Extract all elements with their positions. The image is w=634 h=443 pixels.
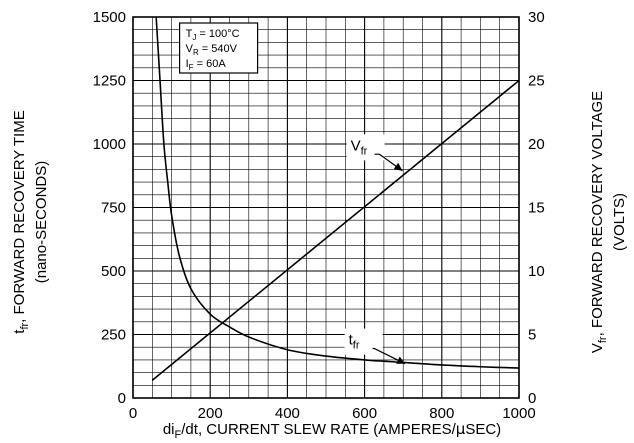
y-left-axis-title-line2: (nano-SECONDS) bbox=[33, 161, 50, 284]
legend-entry-value: = 100°C bbox=[196, 28, 239, 40]
curve-label-tfr: tfr bbox=[349, 332, 360, 352]
y-right-tick-label: 15 bbox=[528, 200, 545, 217]
legend-entry-value: = 60A bbox=[194, 58, 227, 70]
y-left-tick-label: 1000 bbox=[93, 136, 126, 153]
y-right-tick-label: 10 bbox=[528, 263, 545, 280]
y-right-tick-label: 0 bbox=[528, 390, 536, 407]
x-tick-label: 600 bbox=[352, 405, 377, 422]
curve-label-main: t bbox=[349, 332, 354, 349]
y-right-tick-labels: 0 5 10 15 20 25 30 bbox=[528, 9, 545, 407]
y-right-tick-label: 25 bbox=[528, 73, 545, 90]
legend-entry-value: = 540V bbox=[199, 43, 238, 55]
x-tick-label: 200 bbox=[198, 405, 223, 422]
curve-label-bg bbox=[344, 328, 383, 355]
y-right-axis-title-line1: Vfr, FORWARD RECOVERY VOLTAGE bbox=[589, 91, 609, 353]
curve-label-sub: fr bbox=[361, 145, 368, 157]
x-tick-labels: 0 200 400 600 800 1000 bbox=[129, 405, 536, 422]
curve-leader-arrowhead bbox=[396, 356, 406, 364]
series-layer bbox=[151, 16, 520, 381]
legend-entry-main: T bbox=[186, 28, 193, 40]
legend-entry-main: V bbox=[186, 43, 194, 55]
legend-entry-sub: J bbox=[192, 33, 196, 42]
x-tick-label: 400 bbox=[275, 405, 300, 422]
y-right-title-part: V bbox=[589, 343, 606, 353]
legend-entry: VR = 540V bbox=[186, 43, 238, 57]
curve-label-bg bbox=[346, 134, 385, 161]
y-right-tick-label: 20 bbox=[528, 136, 545, 153]
x-axis-title-sub: F bbox=[175, 429, 182, 441]
x-tick-label: 1000 bbox=[502, 405, 535, 422]
x-axis-title: diF/dt, CURRENT SLEW RATE (AMPERES/μSEC) bbox=[163, 420, 501, 441]
y-left-tick-label: 1500 bbox=[93, 9, 126, 26]
curve-label-sub: fr bbox=[353, 340, 360, 352]
y-right-title-sub: fr bbox=[597, 336, 609, 343]
legend-entry-sub: R bbox=[193, 48, 199, 57]
curve-leader-line bbox=[372, 347, 406, 365]
y-right-title-part: , FORWARD RECOVERY VOLTAGE bbox=[589, 91, 606, 337]
legend-entry-sub: F bbox=[189, 63, 194, 72]
x-axis-title-mu: μ bbox=[456, 420, 466, 438]
y-left-title-part: t bbox=[11, 329, 28, 334]
x-axis-title-part: /dt, CURRENT SLEW RATE (AMPERES/ bbox=[181, 421, 456, 438]
series-line-tfr bbox=[155, 16, 520, 369]
curve-leader-line bbox=[374, 153, 403, 172]
y-left-tick-label: 1250 bbox=[93, 73, 126, 90]
legend-entry: IF = 60A bbox=[186, 58, 227, 72]
y-left-title-sub: fr bbox=[19, 322, 31, 329]
y-left-tick-label: 250 bbox=[101, 327, 126, 344]
series-line-vfr bbox=[151, 79, 520, 381]
plot-frame bbox=[132, 16, 520, 399]
curve-label-main: V bbox=[351, 137, 361, 154]
x-axis-title-part: di bbox=[163, 421, 175, 438]
y-left-tick-label: 500 bbox=[101, 263, 126, 280]
y-right-tick-label: 5 bbox=[528, 327, 536, 344]
y-right-tick-label: 30 bbox=[528, 9, 545, 26]
legend-entry-main: I bbox=[186, 58, 189, 70]
y-left-title-part: , FORWARD RECOVERY TIME bbox=[11, 110, 28, 323]
x-tick-label: 800 bbox=[429, 405, 454, 422]
curve-label-vfr: Vfr bbox=[351, 137, 368, 157]
curve-leader-arrowhead bbox=[393, 162, 403, 171]
x-axis-title-part: SEC) bbox=[465, 421, 501, 438]
y-right-axis-title-line2: (VOLTS) bbox=[611, 193, 628, 251]
y-left-tick-labels: 0 250 500 750 1000 1250 1500 bbox=[93, 9, 126, 407]
x-tick-label: 0 bbox=[129, 405, 137, 422]
y-left-axis-title-line1: tfr, FORWARD RECOVERY TIME bbox=[11, 110, 31, 333]
y-left-tick-label: 0 bbox=[118, 390, 126, 407]
y-left-tick-label: 750 bbox=[101, 200, 126, 217]
legend-frame bbox=[179, 22, 259, 74]
legend-entry: TJ = 100°C bbox=[186, 28, 240, 42]
